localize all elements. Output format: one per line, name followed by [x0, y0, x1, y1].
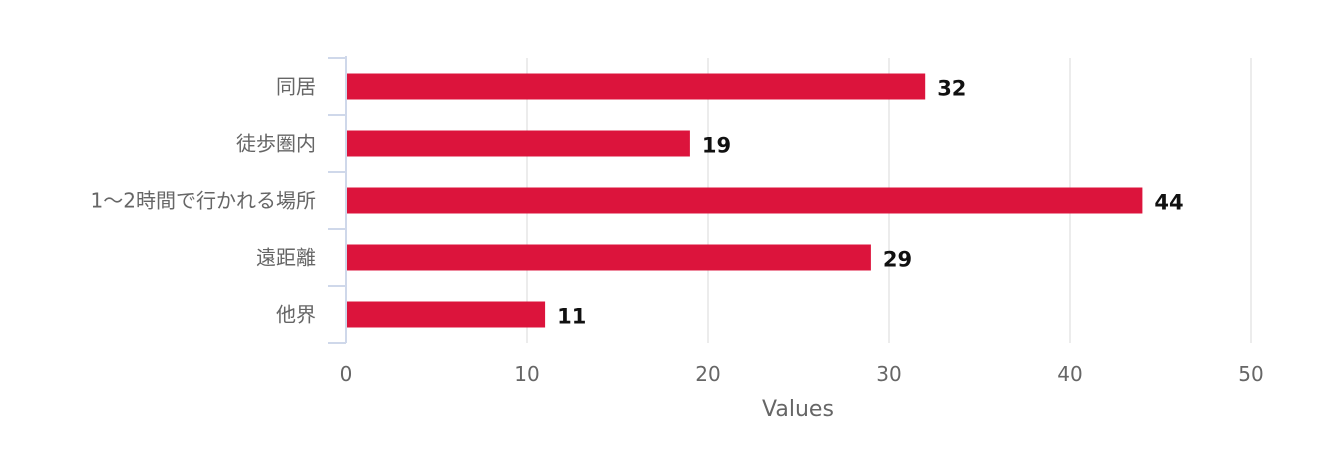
- x-tick-label: 30: [876, 362, 901, 386]
- data-label: 32: [937, 77, 966, 101]
- category-label: 同居: [276, 75, 316, 99]
- x-tick-label: 10: [514, 362, 539, 386]
- x-tick-label: 40: [1057, 362, 1082, 386]
- data-label: 11: [557, 305, 586, 329]
- data-label: 44: [1154, 191, 1183, 215]
- x-tick-label: 50: [1238, 362, 1263, 386]
- category-label: 他界: [276, 303, 316, 327]
- x-tick-label: 20: [695, 362, 720, 386]
- data-label: 19: [702, 134, 731, 158]
- bar: [347, 130, 690, 157]
- data-label: 29: [883, 248, 912, 272]
- bars: [347, 73, 1143, 328]
- bar: [347, 73, 926, 100]
- labels: 同居 32 徒歩圏内 19 1～2時間で行かれる場所 44 遠距離 29 他界 11 0 10 20 30…: [91, 75, 1264, 387]
- category-label: 遠距離: [256, 246, 316, 270]
- category-label: 1～2時間で行かれる場所: [91, 189, 316, 213]
- x-tick-label: 0: [340, 362, 353, 386]
- bar: [347, 244, 871, 271]
- category-label: 徒歩圏内: [236, 132, 316, 156]
- axis: [328, 56, 347, 344]
- bar: [347, 187, 1143, 214]
- bar: [347, 301, 546, 328]
- x-axis-title: Values: [762, 397, 834, 422]
